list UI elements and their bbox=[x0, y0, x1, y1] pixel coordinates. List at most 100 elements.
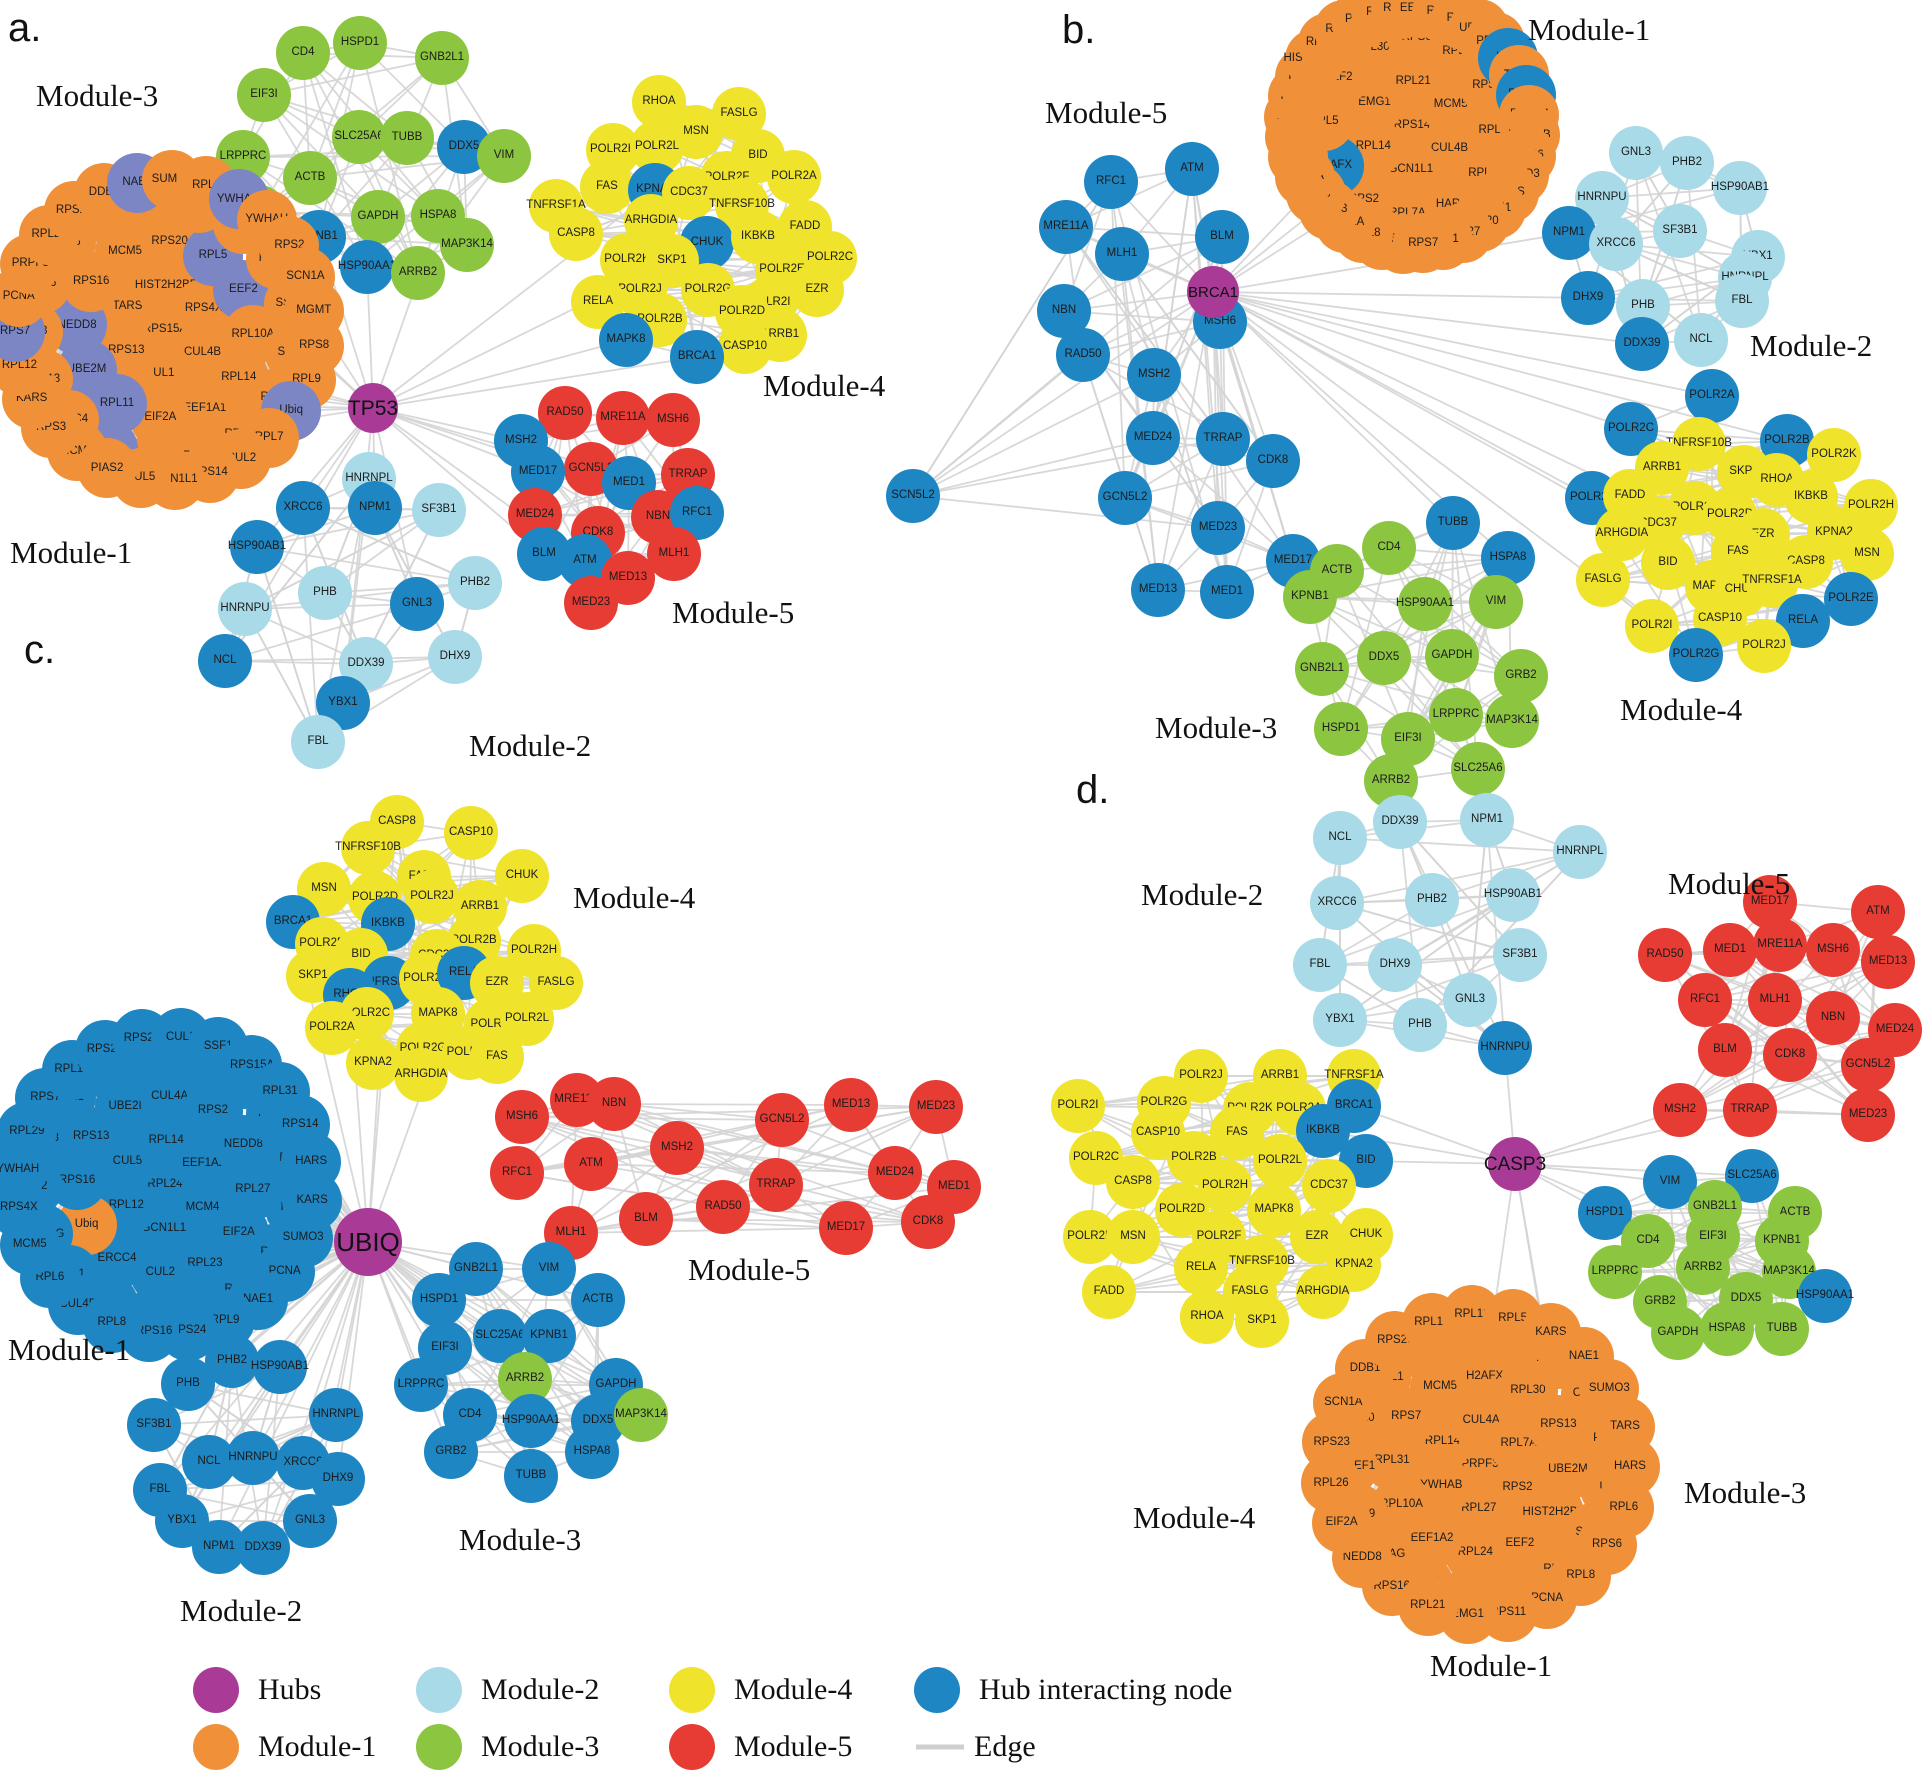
node-label: CASP8 bbox=[378, 815, 416, 828]
node-label: FBL bbox=[1309, 958, 1331, 971]
edge bbox=[1153, 374, 1228, 593]
node-SF3B1: SF3B1 bbox=[127, 1398, 181, 1452]
node-label: VIM bbox=[538, 1262, 560, 1275]
node-label: TUBB bbox=[515, 1469, 547, 1482]
node-label: POLR2K bbox=[1227, 1102, 1273, 1115]
node-label: ATM bbox=[1180, 162, 1204, 175]
node-label: MRPS16 bbox=[126, 1325, 173, 1338]
node-label: RPL26 bbox=[1313, 1476, 1349, 1489]
node-CD4: CD4 bbox=[276, 26, 330, 80]
node-label: RPL8 bbox=[1566, 1569, 1596, 1582]
node-label: GNB2L1 bbox=[1299, 662, 1345, 675]
node-label: RPL31 bbox=[1374, 1453, 1410, 1466]
hub-node-BRCA1: BRCA1 bbox=[1187, 266, 1239, 318]
node-label: RPS16 bbox=[58, 1173, 96, 1186]
edge bbox=[912, 291, 1214, 497]
node-label: MED1 bbox=[613, 476, 645, 489]
node-label: ARRB1 bbox=[460, 900, 500, 913]
node-label: SCN1A bbox=[286, 270, 325, 283]
node-label: PHB bbox=[1408, 1018, 1432, 1031]
node-label: DDX39 bbox=[244, 1541, 282, 1554]
node-label: FAS bbox=[1727, 545, 1749, 558]
node-label: RPL12 bbox=[108, 1199, 144, 1212]
hub-node-TP53: TP53 bbox=[348, 383, 398, 433]
node-label: CASP8 bbox=[557, 227, 595, 240]
node-label: RPL5 bbox=[1498, 1311, 1528, 1324]
node-FBL: FBL bbox=[1715, 274, 1769, 328]
node-label: POLR2K bbox=[403, 972, 449, 985]
node-label: Ubiq bbox=[74, 1218, 99, 1231]
node-label: CUL1 bbox=[165, 1031, 196, 1044]
node-label: FADD bbox=[789, 220, 821, 233]
node-label: TUBB bbox=[391, 131, 423, 144]
node-RFC1: RFC1 bbox=[1678, 973, 1732, 1027]
node-label: POLR2H bbox=[510, 944, 558, 957]
node-label: PCNA bbox=[268, 1265, 301, 1278]
node-DHX9: DHX9 bbox=[428, 630, 482, 684]
node-label: POLR2C bbox=[343, 1007, 391, 1020]
node-label: FAS bbox=[486, 1050, 508, 1063]
node-label: KPNB1 bbox=[1763, 1234, 1801, 1247]
node-label: POLR2A bbox=[1689, 389, 1735, 402]
node-label: H2AFX bbox=[1466, 1370, 1504, 1383]
edge bbox=[1212, 291, 1632, 430]
node-RAD50: RAD50 bbox=[538, 386, 592, 440]
node-label: ARRB2 bbox=[1683, 1261, 1723, 1274]
edge bbox=[1514, 1163, 1753, 1177]
node-TUBB: TUBB bbox=[1755, 1302, 1809, 1356]
node-label: PHB bbox=[176, 1377, 200, 1390]
node-label: GCN1L1 bbox=[141, 1222, 187, 1235]
node-label: TNFRSF10B bbox=[1666, 437, 1732, 450]
node-LRPPRC: LRPPRC bbox=[1429, 688, 1483, 742]
node-label: POLR2K bbox=[1811, 448, 1857, 461]
panel-letter-c: c. bbox=[24, 628, 56, 672]
node-label: RPS2 bbox=[1502, 1481, 1533, 1494]
edge bbox=[1729, 949, 1896, 1031]
node-label: EZR bbox=[1305, 1230, 1329, 1243]
node-label: RPS11 bbox=[1490, 1605, 1527, 1618]
node-label: POLR2I bbox=[1631, 619, 1673, 632]
legend-dot-hubs bbox=[193, 1667, 239, 1713]
node-label: SKP1 bbox=[657, 254, 687, 267]
caption-d-module-5: Module-5 bbox=[1668, 866, 1791, 901]
node-label: POLR2D bbox=[1706, 508, 1754, 521]
node-label: MED24 bbox=[1875, 1023, 1915, 1036]
edge bbox=[1704, 961, 1889, 1001]
node-label: PHB2 bbox=[1671, 156, 1703, 169]
node-label: KARS bbox=[16, 392, 48, 404]
node-label: XRCC6 bbox=[1317, 896, 1357, 909]
node-label: EIF3I bbox=[1394, 732, 1422, 745]
node-PHB2: PHB2 bbox=[1660, 136, 1714, 190]
node-HSP90AA1: HSP90AA1 bbox=[1396, 577, 1454, 631]
node-label: RPS14 bbox=[191, 466, 228, 479]
node-ACTB: ACTB bbox=[283, 151, 337, 205]
node-label: NPM1 bbox=[359, 501, 391, 514]
node-label: RPL27 bbox=[235, 1182, 271, 1195]
node-NPM1: NPM1 bbox=[348, 481, 402, 535]
node-label: NBN bbox=[1051, 304, 1077, 317]
node-CASP8: CASP8 bbox=[549, 207, 603, 261]
node-HNRNPL: HNRNPL bbox=[309, 1388, 363, 1442]
node-label: GNL3 bbox=[401, 597, 433, 610]
node-MSH6: MSH6 bbox=[646, 393, 700, 447]
node-DDX39: DDX39 bbox=[1373, 795, 1427, 849]
node-label: EZR bbox=[1751, 528, 1775, 541]
legend-label-hubs: Hubs bbox=[258, 1673, 322, 1706]
node-label: RFC1 bbox=[1689, 993, 1721, 1006]
node-label: RPS2 bbox=[274, 239, 305, 252]
node-label: RFC1 bbox=[1095, 175, 1127, 188]
node-label: DDX39 bbox=[347, 657, 385, 670]
node-CDK8: CDK8 bbox=[901, 1195, 955, 1249]
node-DHX9: DHX9 bbox=[1561, 271, 1615, 325]
node-MED17: MED17 bbox=[819, 1201, 873, 1255]
node-label: BRCA1 bbox=[1187, 283, 1239, 301]
node-label: SCN1A bbox=[1324, 1396, 1363, 1409]
node-VIM: VIM bbox=[477, 129, 531, 183]
node-label: DHX9 bbox=[1379, 958, 1411, 971]
node-label: POLR2C bbox=[806, 251, 854, 264]
node-RPL21: RPL21 bbox=[1397, 1575, 1458, 1636]
node-label: RPS24 bbox=[169, 1324, 207, 1337]
node-label: RHOA bbox=[1190, 1310, 1224, 1323]
node-label: POLR2F bbox=[1196, 1230, 1242, 1243]
node-label: KPNA2 bbox=[1335, 1258, 1373, 1271]
